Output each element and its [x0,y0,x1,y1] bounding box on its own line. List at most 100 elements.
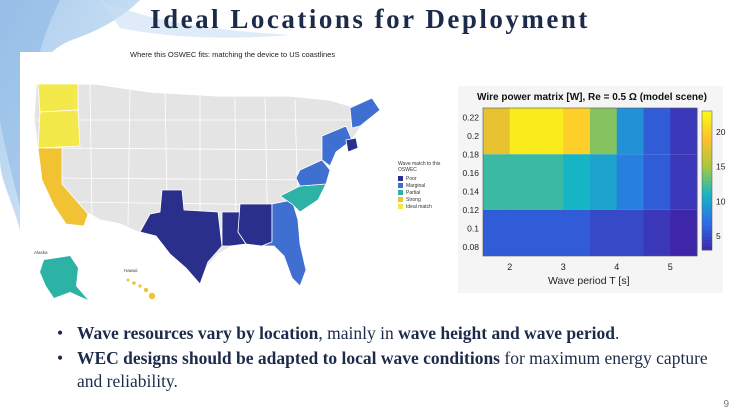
heatmap-cell [563,154,591,210]
region-georgia-florida [261,199,307,287]
legend-label: Marginal [406,182,426,189]
hawaii-label: Hawaii [124,268,138,273]
heatmap-y-tick-label: 0.14 [462,186,479,196]
colorbar-segment [702,211,712,216]
bullet-2-bold-a: WEC designs should be adapted to local w… [77,348,500,368]
colorbar-segment [702,190,712,195]
heatmap-y-tick-label: 0.08 [462,242,479,252]
map-legend-title: Wave match to this OSWEC [398,161,441,173]
colorbar-segment [702,117,712,122]
colorbar-segment [702,194,712,199]
colorbar-segment [702,187,712,192]
colorbar-segment [702,135,712,140]
colorbar-segment [702,121,712,126]
heatmap-cell [536,154,564,210]
legend-label: Ideal match [406,203,432,210]
region-texas [139,189,223,285]
colorbar-segment [702,131,712,136]
colorbar-segment [702,218,712,223]
heatmap-cell [616,154,644,210]
colorbar-segment [702,177,712,181]
colorbar-segment [702,232,712,237]
heatmap-cell [536,209,564,256]
colorbar-segment [702,163,712,167]
colorbar-tick-label: 20 [716,127,726,137]
colorbar-segment [702,225,712,230]
colorbar-segment [702,215,712,220]
heatmap-cell [563,108,591,155]
legend-swatch [398,204,403,209]
page-number: 9 [723,399,729,410]
colorbar-segment [702,170,712,174]
colorbar-segment [702,204,712,209]
heatmap-x-tick-label: 5 [668,262,673,272]
heatmap-cell [483,154,511,210]
colorbar-segment [702,111,712,115]
heatmap-y-tick-label: 0.18 [462,149,479,159]
colorbar-segment [702,222,712,227]
heatmap-y-tick-label: 0.22 [462,112,479,122]
legend-label: Poor [406,175,417,182]
colorbar-segment [702,239,712,244]
bullet-2-text-a: for maximum energy capture and reliabili… [77,348,708,391]
bullet-1-bold-b: wave height and wave period [398,323,615,343]
colorbar-segment [702,114,712,119]
bullet-item-2: • WEC designs should be adapted to local… [57,347,717,393]
colorbar-segment [702,166,712,171]
region-new-england-coast [345,137,359,153]
colorbar-segment [702,183,712,188]
legend-swatch [398,176,403,181]
bullet-list: • Wave resources vary by location, mainl… [57,322,717,395]
map-subtitle: Where this OSWEC fits: matching the devi… [130,50,336,59]
colorbar-tick-label: 15 [716,162,726,172]
colorbar-segment [702,145,712,150]
heatmap-cell [563,209,591,256]
legend-label: Strong [406,196,421,203]
alaska-label: Alaska [34,250,48,255]
colorbar-segment [702,208,712,213]
legend-item: Partial [398,189,448,196]
heatmap-cell [509,154,537,210]
colorbar-segment [702,246,712,251]
heatmap-y-tick-label: 0.16 [462,168,479,178]
heatmap-frame [482,107,698,257]
colorbar-segment [702,138,712,143]
legend-swatch [398,183,403,188]
bullet-1-bold-a: Wave resources vary by location [77,323,319,343]
heatmap-cell [590,209,618,256]
heatmap-cell [509,209,537,256]
heatmap-x-tick-label: 4 [614,262,619,272]
legend-item: Ideal match [398,203,448,210]
region-alaska [40,256,88,300]
colorbar-segment [702,173,712,178]
colorbar-segment [702,229,712,234]
bullet-1-text-a: , mainly in [318,323,399,343]
colorbar-frame [701,110,713,251]
region-northeast [321,125,353,167]
heatmap-cell [590,154,618,210]
colorbar-segment [702,180,712,185]
heatmap-cell [643,108,671,155]
heatmap-cell [643,154,671,210]
heatmap-x-tick-label: 3 [561,262,566,272]
heatmap-y-tick-label: 0.1 [467,223,479,233]
colorbar-segment [702,197,712,202]
legend-swatch [398,197,403,202]
bullet-item-1: • Wave resources vary by location, mainl… [57,322,717,345]
legend-item: Strong [398,196,448,203]
legend-item: Marginal [398,182,448,189]
map-legend: Wave match to this OSWEC Poor Marginal Par… [398,161,448,210]
colorbar-segment [702,142,712,147]
bullet-dot: • [57,348,64,368]
legend-swatch [398,190,403,195]
heatmap-cell [483,209,511,256]
region-hawaii [126,278,156,300]
heatmap-cell [616,209,644,256]
colorbar-tick-label: 5 [716,231,721,241]
heatmap-cell [670,209,698,256]
heatmap-cell [616,108,644,155]
bullet-dot: • [57,323,64,343]
